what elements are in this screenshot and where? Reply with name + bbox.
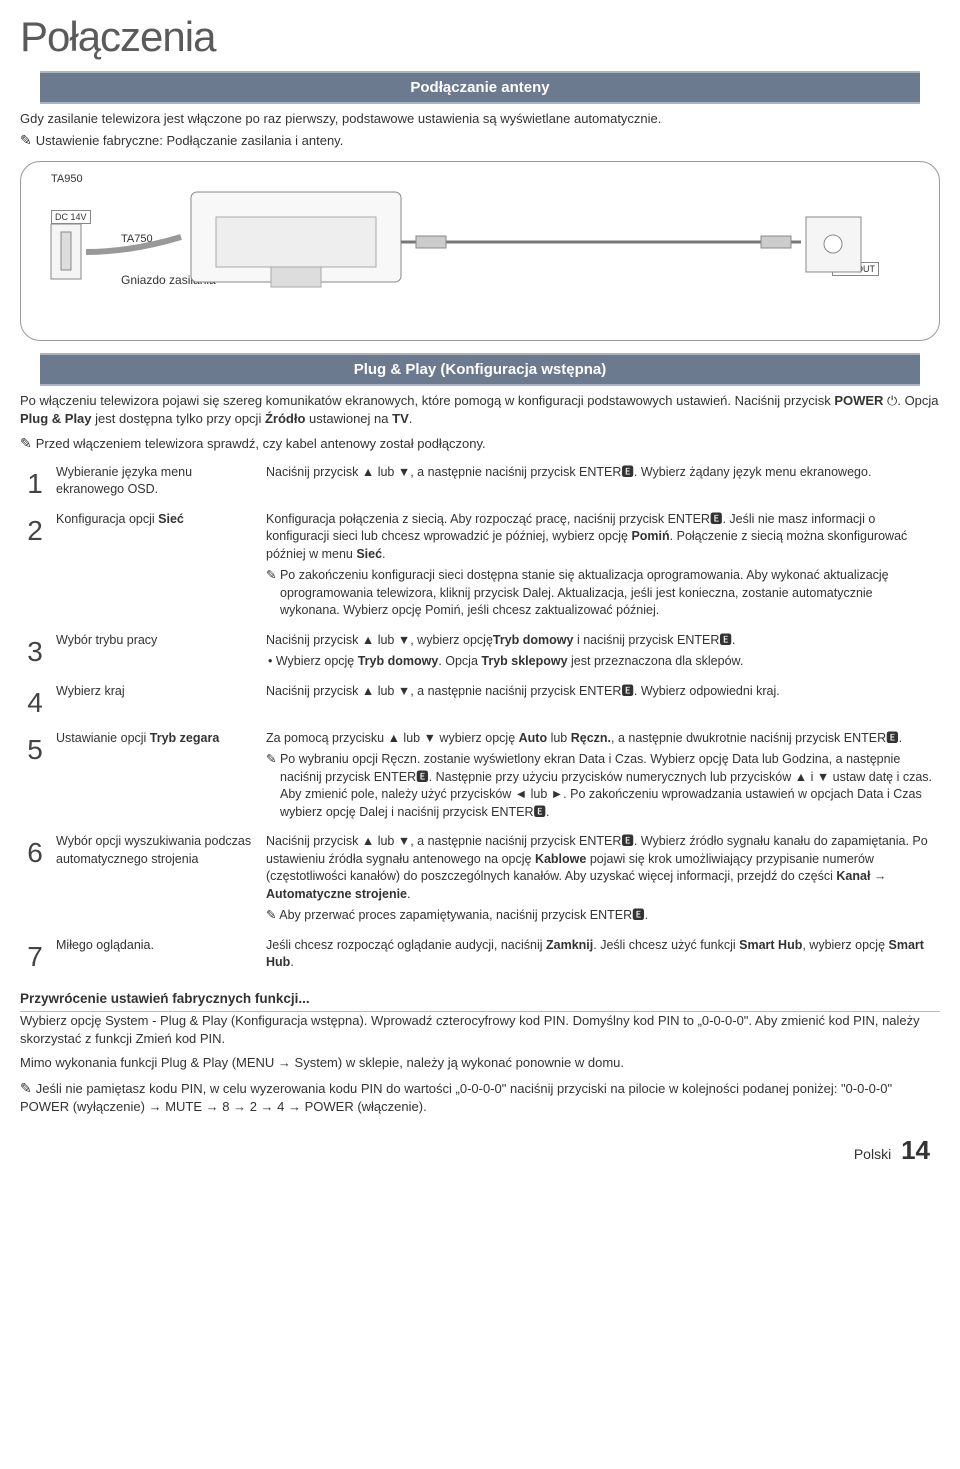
page-title: Połączenia bbox=[0, 0, 960, 71]
cable-check-note: Przed włączeniem telewizora sprawdź, czy… bbox=[20, 434, 940, 454]
step-desc: Naciśnij przycisk ▲ lub ▼, a następnie n… bbox=[260, 829, 940, 933]
table-row: 5 Ustawianie opcji Tryb zegara Za pomocą… bbox=[20, 726, 940, 830]
step-desc: Jeśli chcesz rozpocząć oglądanie audycji… bbox=[260, 933, 940, 980]
table-row: 4 Wybierz kraj Naciśnij przycisk ▲ lub ▼… bbox=[20, 679, 940, 726]
step-desc: Naciśnij przycisk ▲ lub ▼, wybierz opcję… bbox=[260, 628, 940, 679]
step-num: 3 bbox=[20, 628, 50, 679]
step-num: 2 bbox=[20, 507, 50, 628]
t: . bbox=[407, 887, 410, 901]
t: Smart Hub bbox=[739, 938, 802, 952]
table-row: 2 Konfiguracja opcji Sieć Konfiguracja p… bbox=[20, 507, 940, 628]
t: Tryb domowy bbox=[358, 654, 439, 668]
step-num: 4 bbox=[20, 679, 50, 726]
sub-note: Po zakończeniu konfiguracji sieci dostęp… bbox=[266, 567, 934, 620]
table-row: 7 Miłego oglądania. Jeśli chcesz rozpocz… bbox=[20, 933, 940, 980]
t: Konfiguracja opcji bbox=[56, 512, 158, 526]
footer-page-num: 14 bbox=[901, 1135, 930, 1165]
t: Po włączeniu telewizora pojawi się szere… bbox=[20, 393, 834, 408]
t: Pomiń bbox=[631, 529, 669, 543]
t: Wybierz opcję bbox=[276, 654, 358, 668]
t: Naciśnij przycisk ▲ lub ▼, wybierz opcję bbox=[266, 633, 493, 647]
reset-heading: Przywrócenie ustawień fabrycznych funkcj… bbox=[20, 990, 940, 1012]
t: jest przeznaczona dla sklepów. bbox=[568, 654, 744, 668]
t: , a następnie dwukrotnie naciśnij przyci… bbox=[611, 731, 902, 745]
reset-p2: Mimo wykonania funkcji Plug & Play (MENU… bbox=[20, 1054, 940, 1072]
page-footer: Polski 14 bbox=[0, 1122, 960, 1188]
diagram-svg bbox=[21, 162, 901, 332]
step-num: 1 bbox=[20, 460, 50, 507]
step-label: Wybór opcji wyszukiwania podczas automat… bbox=[50, 829, 260, 933]
t: . bbox=[409, 411, 413, 426]
step-label: Wybieranie języka menu ekranowego OSD. bbox=[50, 460, 260, 507]
step-desc: Naciśnij przycisk ▲ lub ▼, a następnie n… bbox=[260, 679, 940, 726]
sub-note: Po wybraniu opcji Ręczn. zostanie wyświe… bbox=[266, 751, 934, 821]
t: Plug & Play bbox=[20, 411, 92, 426]
table-row: 6 Wybór opcji wyszukiwania podczas autom… bbox=[20, 829, 940, 933]
reset-p1: Wybierz opcję System - Plug & Play (Konf… bbox=[20, 1012, 940, 1048]
sub-note: Aby przerwać proces zapamiętywania, naci… bbox=[266, 907, 934, 925]
step-desc: Za pomocą przycisku ▲ lub ▼ wybierz opcj… bbox=[260, 726, 940, 830]
step-label: Ustawianie opcji Tryb zegara bbox=[50, 726, 260, 830]
t: . bbox=[290, 955, 293, 969]
t: . Opcja bbox=[897, 393, 938, 408]
t: Źródło bbox=[265, 411, 305, 426]
section-heading-antenna: Podłączanie anteny bbox=[40, 71, 920, 104]
t: Kablowe bbox=[535, 852, 586, 866]
step-label: Wybór trybu pracy bbox=[50, 628, 260, 679]
footer-lang: Polski bbox=[854, 1146, 891, 1162]
table-row: 1 Wybieranie języka menu ekranowego OSD.… bbox=[20, 460, 940, 507]
t: . Opcja bbox=[438, 654, 481, 668]
t: . bbox=[382, 547, 385, 561]
step-num: 6 bbox=[20, 829, 50, 933]
t: TV bbox=[392, 411, 409, 426]
t: ustawionej na bbox=[305, 411, 392, 426]
t: Tryb domowy bbox=[493, 633, 574, 647]
steps-table: 1 Wybieranie języka menu ekranowego OSD.… bbox=[20, 460, 940, 981]
t: Tryb sklepowy bbox=[481, 654, 567, 668]
t: Ustawianie opcji bbox=[56, 731, 150, 745]
table-row: 3 Wybór trybu pracy Naciśnij przycisk ▲ … bbox=[20, 628, 940, 679]
section-heading-plugplay: Plug & Play (Konfiguracja wstępna) bbox=[40, 353, 920, 386]
t: jest dostępna tylko przy opcji bbox=[92, 411, 265, 426]
t: Zamknij bbox=[546, 938, 593, 952]
step-desc: Konfiguracja połączenia z siecią. Aby ro… bbox=[260, 507, 940, 628]
reset-note: Jeśli nie pamiętasz kodu PIN, w celu wyz… bbox=[20, 1079, 940, 1117]
t: Jeśli chcesz rozpocząć oglądanie audycji… bbox=[266, 938, 546, 952]
t: Tryb zegara bbox=[150, 731, 219, 745]
plugplay-intro: Po włączeniu telewizora pojawi się szere… bbox=[20, 392, 940, 428]
factory-note: Ustawienie fabryczne: Podłączanie zasila… bbox=[20, 131, 940, 151]
t: Za pomocą przycisku ▲ lub ▼ wybierz opcj… bbox=[266, 731, 519, 745]
t: Ręczn. bbox=[571, 731, 611, 745]
step-label: Wybierz kraj bbox=[50, 679, 260, 726]
step-num: 7 bbox=[20, 933, 50, 980]
step-desc: Naciśnij przycisk ▲ lub ▼, a następnie n… bbox=[260, 460, 940, 507]
t: . Jeśli chcesz użyć funkcji bbox=[593, 938, 739, 952]
t: lub bbox=[547, 731, 571, 745]
t: , wybierz opcję bbox=[802, 938, 888, 952]
t: i naciśnij przycisk ENTER🅴. bbox=[573, 633, 735, 647]
t: Sieć bbox=[158, 512, 184, 526]
step-label: Miłego oglądania. bbox=[50, 933, 260, 980]
t: Sieć bbox=[356, 547, 382, 561]
step-label: Konfiguracja opcji Sieć bbox=[50, 507, 260, 628]
power-icon: ⏻ bbox=[883, 393, 897, 408]
t: POWER bbox=[834, 393, 883, 408]
connection-diagram: TA950 DC 14V TA750 ANT IN Kablowe Gniazd… bbox=[20, 161, 940, 341]
intro-text: Gdy zasilanie telewizora jest włączone p… bbox=[20, 110, 940, 128]
t: Auto bbox=[519, 731, 547, 745]
step-num: 5 bbox=[20, 726, 50, 830]
